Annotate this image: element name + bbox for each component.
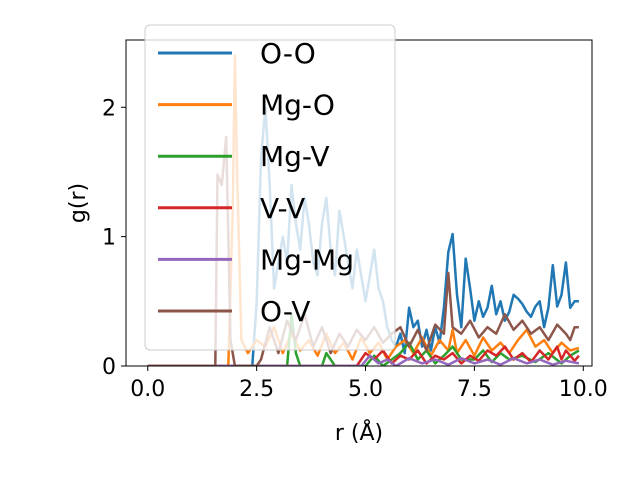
x-tick-label: 10.0 [559, 377, 608, 402]
x-tick-label: 0.0 [130, 377, 165, 402]
legend-label: Mg-V [260, 140, 330, 173]
legend-box [144, 24, 396, 351]
legend-items: O-O Mg-O Mg-V V-V Mg-Mg O-V [158, 37, 354, 328]
y-tick-label: 0 [102, 355, 116, 380]
legend-label: Mg-Mg [260, 243, 354, 276]
x-tick-label: 5.0 [348, 377, 383, 402]
legend-label: V-V [260, 192, 305, 225]
y-axis-ticks: 0 1 2 [102, 96, 126, 380]
x-tick-label: 2.5 [239, 377, 274, 402]
legend-label: O-V [260, 295, 310, 328]
legend-label: O-O [260, 37, 316, 70]
legend-label: Mg-O [260, 89, 335, 122]
x-tick-label: 7.5 [457, 377, 492, 402]
series-line-5 [147, 135, 579, 366]
x-axis-ticks: 0.0 2.5 5.0 7.5 10.0 [130, 366, 608, 402]
y-tick-label: 1 [102, 226, 116, 251]
x-axis-label: r (Å) [335, 419, 383, 446]
y-axis-label: g(r) [66, 183, 91, 223]
series-line-4 [147, 354, 580, 366]
legend: O-O Mg-O Mg-V V-V Mg-Mg O-V [144, 24, 396, 351]
y-tick-label: 2 [102, 96, 116, 121]
